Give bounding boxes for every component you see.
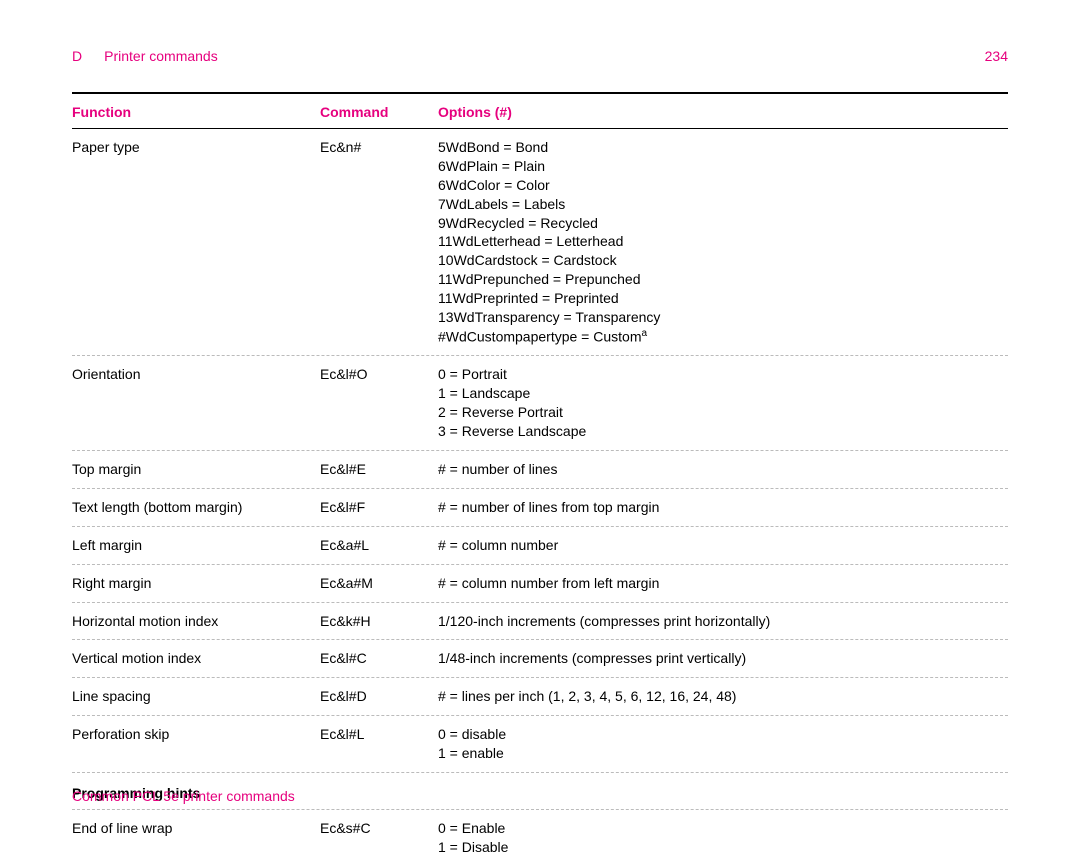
col-function: Function <box>72 104 320 120</box>
cell-options: 1/120-inch increments (compresses print … <box>438 612 1008 631</box>
option-line: # = number of lines <box>438 460 1008 479</box>
cell-function: Perforation skip <box>72 725 320 744</box>
table-row: Line spacingEc&l#D# = lines per inch (1,… <box>72 678 1008 716</box>
table-body: Paper typeEc&n#5WdBond = Bond6WdPlain = … <box>72 129 1008 773</box>
option-line: # = lines per inch (1, 2, 3, 4, 5, 6, 12… <box>438 687 1008 706</box>
cell-command: Ec&l#C <box>320 649 438 668</box>
cell-function: Top margin <box>72 460 320 479</box>
cell-command: Ec&l#E <box>320 460 438 479</box>
cell-function: Vertical motion index <box>72 649 320 668</box>
option-line: # = column number from left margin <box>438 574 1008 593</box>
footer-text: Common PCL 5e printer commands <box>72 788 295 804</box>
table-row: Vertical motion indexEc&l#C1/48-inch inc… <box>72 640 1008 678</box>
option-line: 1 = enable <box>438 744 1008 763</box>
column-headers: Function Command Options (#) <box>72 94 1008 129</box>
option-line: 10WdCardstock = Cardstock <box>438 251 1008 270</box>
option-line: 9WdRecycled = Recycled <box>438 214 1008 233</box>
cell-command: Ec&a#M <box>320 574 438 593</box>
option-line: 6WdPlain = Plain <box>438 157 1008 176</box>
option-line: 13WdTransparency = Transparency <box>438 308 1008 327</box>
option-line: # = number of lines from top margin <box>438 498 1008 517</box>
cell-command: Ec&l#L <box>320 725 438 744</box>
cell-function: Left margin <box>72 536 320 555</box>
cell-command: Ec&l#F <box>320 498 438 517</box>
option-line: 7WdLabels = Labels <box>438 195 1008 214</box>
section-letter: D <box>72 48 82 64</box>
table-row: Paper typeEc&n#5WdBond = Bond6WdPlain = … <box>72 129 1008 356</box>
cell-command: Ec&s#C <box>320 819 438 838</box>
cell-command: Ec&l#D <box>320 687 438 706</box>
section-title: Printer commands <box>104 48 218 64</box>
col-options: Options (#) <box>438 104 1008 120</box>
cell-function: Paper type <box>72 138 320 157</box>
table-row: Horizontal motion indexEc&k#H1/120-inch … <box>72 603 1008 641</box>
table-row: Top marginEc&l#E# = number of lines <box>72 451 1008 489</box>
cell-command: Ec&l#O <box>320 365 438 384</box>
cell-options: # = number of lines from top margin <box>438 498 1008 517</box>
option-line: 11WdLetterhead = Letterhead <box>438 232 1008 251</box>
cell-options: # = column number from left margin <box>438 574 1008 593</box>
superscript: a <box>641 328 647 339</box>
option-line: 11WdPrepunched = Prepunched <box>438 270 1008 289</box>
cell-options: 0 = disable1 = enable <box>438 725 1008 763</box>
cell-command: Ec&a#L <box>320 536 438 555</box>
table-row: Left marginEc&a#L# = column number <box>72 527 1008 565</box>
cell-function: Text length (bottom margin) <box>72 498 320 517</box>
option-line: 1/48-inch increments (compresses print v… <box>438 649 1008 668</box>
table-row: Right marginEc&a#M# = column number from… <box>72 565 1008 603</box>
cell-options: 5WdBond = Bond6WdPlain = Plain6WdColor =… <box>438 138 1008 346</box>
cell-command: Ec&k#H <box>320 612 438 631</box>
cell-options: # = lines per inch (1, 2, 3, 4, 5, 6, 12… <box>438 687 1008 706</box>
option-line: 6WdColor = Color <box>438 176 1008 195</box>
table-row: End of line wrapEc&s#C0 = Enable1 = Disa… <box>72 810 1008 866</box>
page-number: 234 <box>985 48 1008 64</box>
cell-options: 1/48-inch increments (compresses print v… <box>438 649 1008 668</box>
option-line: #WdCustompapertype = Customa <box>438 327 1008 347</box>
cell-options: 0 = Portrait1 = Landscape2 = Reverse Por… <box>438 365 1008 441</box>
option-line: 1 = Landscape <box>438 384 1008 403</box>
cell-function: End of line wrap <box>72 819 320 838</box>
col-command: Command <box>320 104 438 120</box>
option-line: 5WdBond = Bond <box>438 138 1008 157</box>
option-line: 0 = disable <box>438 725 1008 744</box>
page-header: D Printer commands 234 <box>72 48 1008 64</box>
option-line: 0 = Portrait <box>438 365 1008 384</box>
option-line: # = column number <box>438 536 1008 555</box>
option-line: 11WdPreprinted = Preprinted <box>438 289 1008 308</box>
option-line: 1 = Disable <box>438 838 1008 857</box>
cell-command: Ec&n# <box>320 138 438 157</box>
cell-function: Line spacing <box>72 687 320 706</box>
table-row: OrientationEc&l#O0 = Portrait1 = Landsca… <box>72 356 1008 451</box>
cell-function: Orientation <box>72 365 320 384</box>
option-line: 0 = Enable <box>438 819 1008 838</box>
cell-function: Horizontal motion index <box>72 612 320 631</box>
table-row: Text length (bottom margin)Ec&l#F# = num… <box>72 489 1008 527</box>
cell-options: # = number of lines <box>438 460 1008 479</box>
table-row: Perforation skipEc&l#L0 = disable1 = ena… <box>72 716 1008 773</box>
cell-options: # = column number <box>438 536 1008 555</box>
option-line: 1/120-inch increments (compresses print … <box>438 612 1008 631</box>
cell-function: Right margin <box>72 574 320 593</box>
option-line: 2 = Reverse Portrait <box>438 403 1008 422</box>
option-line: 3 = Reverse Landscape <box>438 422 1008 441</box>
table-body-2: End of line wrapEc&s#C0 = Enable1 = Disa… <box>72 810 1008 866</box>
cell-options: 0 = Enable1 = Disable <box>438 819 1008 857</box>
